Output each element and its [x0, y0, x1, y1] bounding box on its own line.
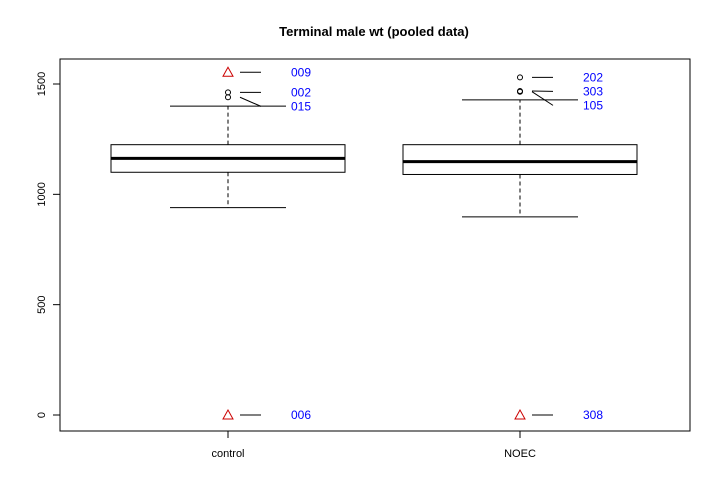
y-axis: 0 500 1000 1500 — [36, 72, 60, 418]
outlier-point — [517, 74, 523, 81]
y-tick-label: 0 — [36, 412, 48, 418]
outlier-label: 006 — [291, 408, 311, 422]
y-tick-label: 500 — [36, 295, 48, 313]
iqr-box — [402, 144, 638, 175]
outlier-point — [225, 94, 231, 101]
outlier-label: 105 — [583, 98, 603, 112]
outlier-label: 009 — [291, 65, 311, 79]
outlier-triangle — [222, 408, 234, 420]
outlier-point — [517, 88, 523, 95]
y-tick-label: 1000 — [36, 182, 48, 206]
outlier-label: 308 — [583, 408, 603, 422]
x-tick-label: NOEC — [504, 448, 536, 460]
outlier-leader-line — [531, 91, 554, 106]
outlier-label: 202 — [583, 70, 603, 84]
outlier-label: 303 — [583, 84, 603, 98]
y-tick-label: 1500 — [36, 72, 48, 96]
plot-frame — [59, 58, 691, 432]
outlier-label: 002 — [291, 85, 311, 99]
chart-title: Terminal male wt (pooled data) — [279, 24, 469, 39]
x-axis: control NOEC — [211, 431, 536, 460]
outlier-label: 015 — [291, 99, 311, 113]
x-tick-label: control — [211, 448, 244, 460]
outlier-triangle — [222, 66, 234, 77]
outlier-triangle — [514, 408, 526, 420]
outlier-point — [225, 89, 231, 96]
outlier-leader-line — [239, 96, 262, 107]
